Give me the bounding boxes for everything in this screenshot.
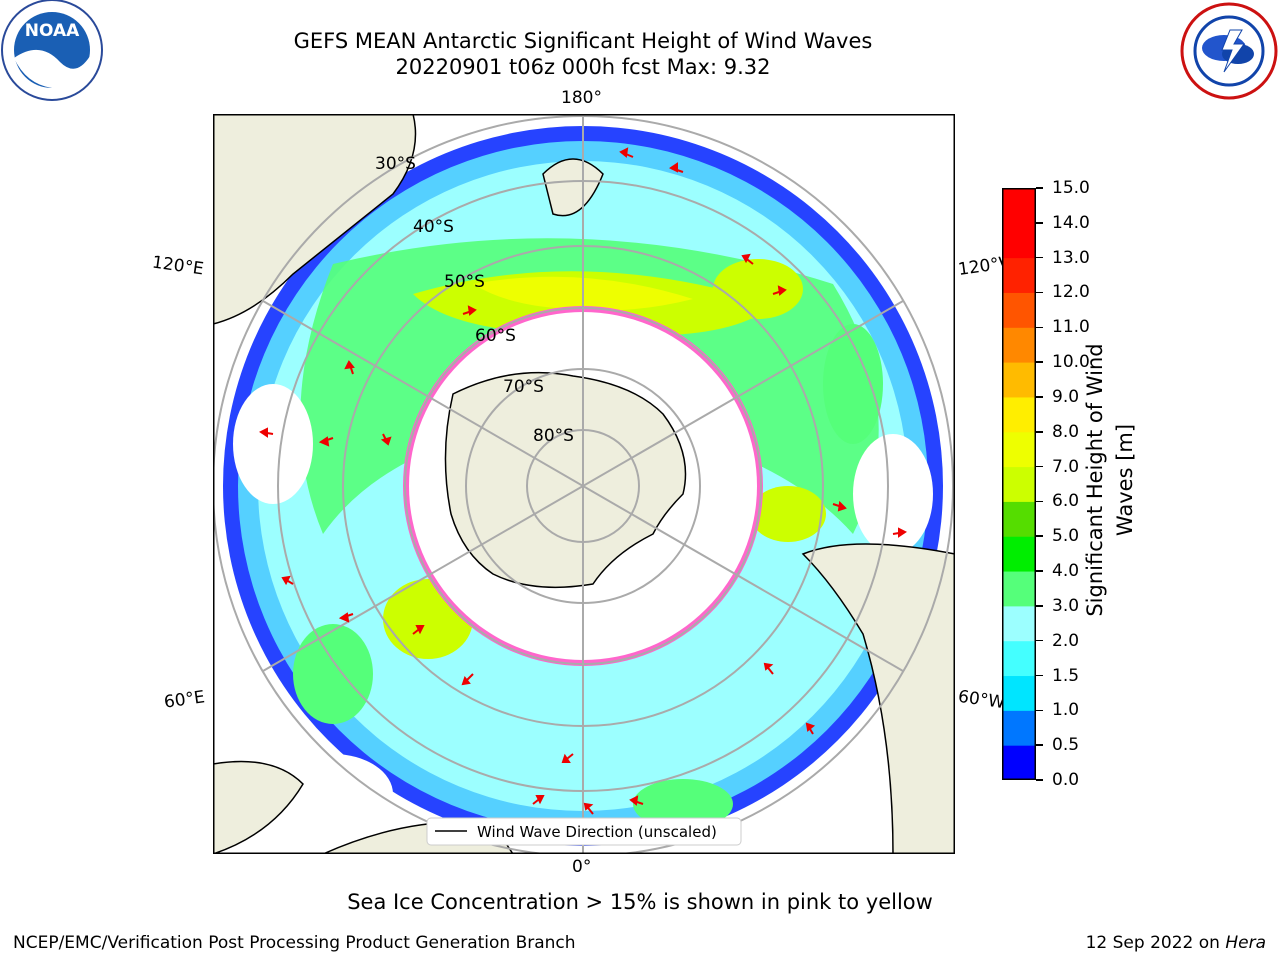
colorbar-tick-mark [1036, 326, 1043, 329]
colorbar [1002, 188, 1036, 780]
colorbar-tick-label: 4.0 [1052, 561, 1080, 582]
colorbar-segment [1002, 222, 1036, 259]
colorbar-tick-label: 10.0 [1052, 352, 1090, 373]
colorbar-tick-mark [1036, 465, 1043, 468]
colorbar-tick-label: 2.0 [1052, 630, 1080, 651]
title-line-1: GEFS MEAN Antarctic Significant Height o… [293, 29, 873, 53]
nws-logo [1180, 2, 1278, 100]
colorbar-label-line1: Significant Height of Wind [1083, 343, 1107, 617]
colorbar-tick-label: 3.0 [1052, 595, 1080, 616]
lon-label-0: 0° [572, 857, 592, 877]
legend-label: Wind Wave Direction (unscaled) [477, 823, 717, 841]
footer-right: 12 Sep 2022 on Hera [1086, 933, 1266, 953]
colorbar-tick-label: 0.5 [1052, 735, 1080, 756]
footer-date: 12 Sep 2022 on [1085, 933, 1226, 953]
colorbar-tick-mark [1036, 291, 1043, 294]
colorbar-tick-mark [1036, 222, 1043, 224]
colorbar-tick-label: 0.0 [1052, 770, 1080, 790]
lat-label-60s: 60°S [475, 326, 516, 346]
lon-label-180: 180° [561, 88, 602, 108]
polar-map: 30°S 40°S 50°S 60°S 70°S 80°S Wind Wave … [213, 114, 955, 854]
footer-left: NCEP/EMC/Verification Post Processing Pr… [13, 933, 576, 953]
colorbar-tick-mark [1036, 431, 1043, 433]
colorbar-segment [1002, 396, 1036, 433]
colorbar-segment [1002, 745, 1036, 780]
colorbar-tick-mark [1036, 674, 1043, 677]
colorbar-segment [1002, 188, 1036, 224]
colorbar-segment [1002, 431, 1036, 468]
colorbar-tick-mark [1036, 605, 1043, 607]
colorbar-tick-mark [1036, 535, 1043, 537]
lon-label-60e: 60°E [162, 687, 207, 713]
sea-ice-note: Sea Ice Concentration > 15% is shown in … [347, 890, 933, 914]
colorbar-segment [1002, 292, 1036, 328]
colorbar-segment [1002, 536, 1036, 572]
lat-label-40s: 40°S [413, 217, 454, 237]
colorbar-tick-label: 12.0 [1052, 282, 1090, 303]
colorbar-tick-label: 5.0 [1052, 526, 1080, 547]
colorbar-tick-label: 15.0 [1052, 178, 1090, 198]
colorbar-label-line2: Waves [m] [1113, 423, 1137, 537]
colorbar-segment [1002, 466, 1036, 502]
colorbar-segment [1002, 501, 1036, 537]
noaa-logo: NOAA [1, 0, 103, 101]
colorbar-tick-label: 7.0 [1052, 456, 1080, 477]
colorbar-segment [1002, 605, 1036, 642]
map-legend [426, 817, 742, 846]
colorbar-tick-mark [1036, 256, 1043, 259]
lat-label-50s: 50°S [444, 272, 485, 292]
colorbar-segment [1002, 640, 1036, 677]
colorbar-tick-mark [1036, 779, 1043, 781]
colorbar-segment [1002, 571, 1036, 607]
colorbar-label: Significant Height of Wind Waves [m] [1080, 320, 1170, 640]
footer-machine: Hera [1225, 933, 1266, 953]
colorbar-tick-label: 14.0 [1052, 212, 1090, 233]
lon-label-120e: 120°E [150, 252, 205, 280]
title-line-2: 20220901 t06z 000h fcst Max: 9.32 [395, 55, 771, 79]
colorbar-tick-mark [1036, 639, 1043, 642]
lat-label-80s: 80°S [533, 426, 574, 446]
colorbar-tick-mark [1036, 500, 1043, 503]
colorbar-segment [1002, 710, 1036, 746]
colorbar-tick-label: 6.0 [1052, 491, 1080, 512]
colorbar-segment [1002, 362, 1036, 398]
colorbar-segment [1002, 257, 1036, 293]
colorbar-tick-mark [1036, 709, 1043, 712]
colorbar-tick-label: 1.5 [1052, 665, 1080, 686]
colorbar-tick-mark [1036, 187, 1043, 189]
colorbar-tick-mark [1036, 570, 1043, 572]
noaa-logo-text: NOAA [25, 21, 80, 41]
colorbar-tick-label: 13.0 [1052, 247, 1090, 268]
lat-label-30s: 30°S [375, 154, 416, 174]
lon-label-60w: 60°W [956, 686, 1007, 714]
lat-label-70s: 70°S [503, 377, 544, 397]
colorbar-tick-label: 9.0 [1052, 386, 1080, 407]
colorbar-tick-label: 1.0 [1052, 700, 1080, 721]
colorbar-segment [1002, 327, 1036, 363]
colorbar-tick-label: 8.0 [1052, 421, 1080, 442]
colorbar-tick-mark [1036, 396, 1043, 398]
colorbar-segment [1002, 675, 1036, 711]
colorbar-tick-mark [1036, 744, 1043, 746]
colorbar-tick-mark [1036, 361, 1043, 363]
colorbar-tick-label: 11.0 [1052, 317, 1090, 338]
